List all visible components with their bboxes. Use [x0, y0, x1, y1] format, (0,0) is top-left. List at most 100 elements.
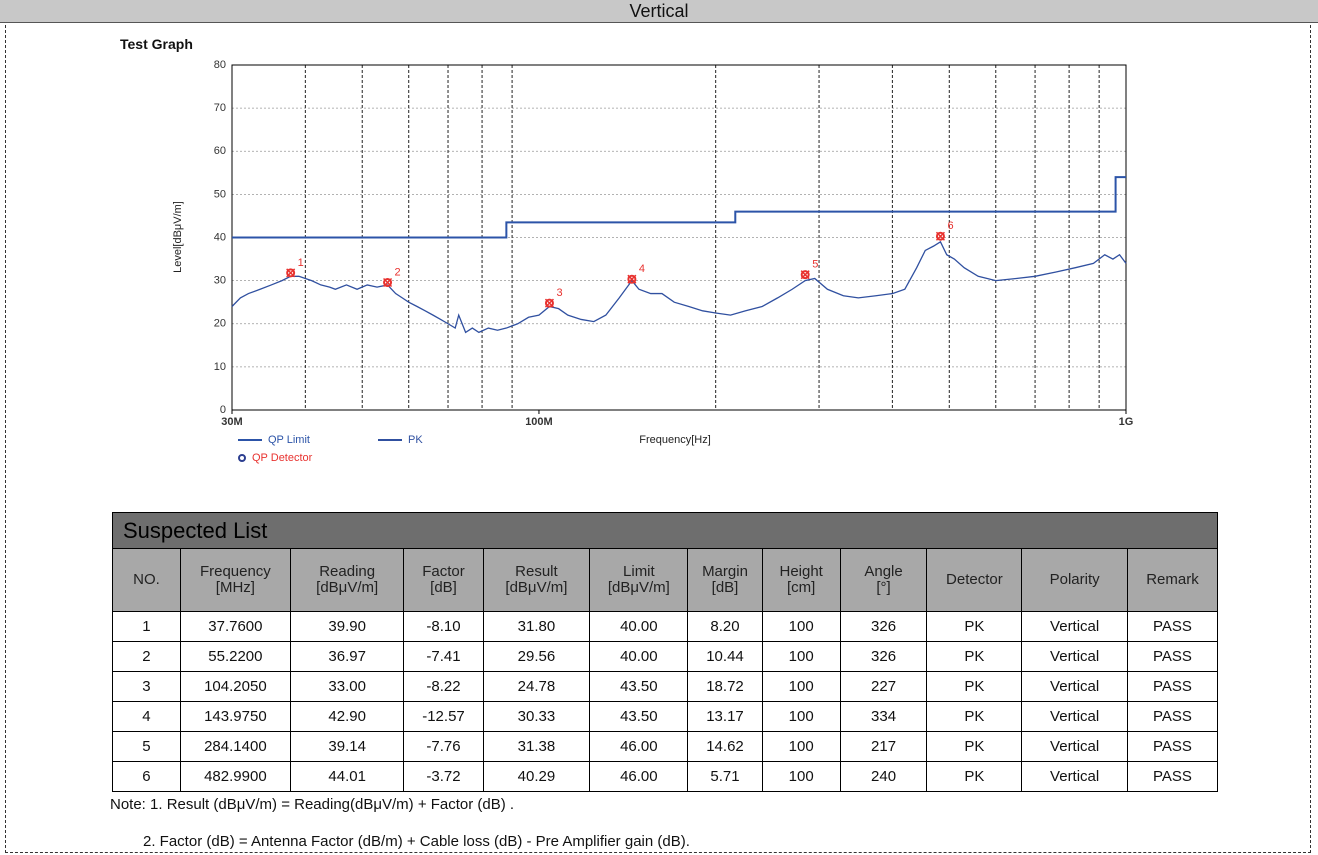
- table-cell: PK: [926, 761, 1023, 792]
- column-header: Margin [dB]: [687, 548, 763, 612]
- table-cell: -3.72: [403, 761, 484, 792]
- table-cell: 39.90: [289, 611, 405, 642]
- marker-cross: [627, 274, 637, 284]
- header-line: Angle: [864, 563, 903, 580]
- table-cell: 40.29: [482, 761, 591, 792]
- header-title: Vertical: [0, 0, 1318, 23]
- column-header: Height [cm]: [761, 548, 841, 612]
- table-cell: Vertical: [1021, 701, 1128, 732]
- y-tick-label: 80: [214, 59, 226, 71]
- column-header: Remark: [1126, 548, 1219, 612]
- table-cell: 30.33: [482, 701, 591, 732]
- header-line: Frequency: [199, 563, 271, 580]
- table-cell: 284.1400: [179, 731, 291, 762]
- table-cell: 104.2050: [179, 671, 291, 702]
- header-line: [dB]: [430, 579, 457, 596]
- table-cell: 43.50: [589, 671, 689, 702]
- table-cell: 326: [839, 611, 928, 642]
- marker-dot: [286, 268, 296, 278]
- table-cell: 18.72: [687, 671, 763, 702]
- qp-marker: [544, 298, 554, 308]
- column-header: Detector: [926, 548, 1023, 612]
- table-cell: 13.17: [687, 701, 763, 732]
- table-cell: PK: [926, 671, 1023, 702]
- marker-dot: [935, 231, 945, 241]
- table-cell: 55.2200: [179, 641, 291, 672]
- x-tick-label: 100M: [525, 416, 553, 428]
- header-line: [dBμV/m]: [607, 579, 670, 596]
- table-cell: 227: [839, 671, 928, 702]
- y-tick-label: 70: [214, 102, 226, 114]
- table-cell: 100: [761, 731, 841, 762]
- qp-marker: [627, 274, 637, 284]
- x-tick-label: 30M: [221, 416, 242, 428]
- note: 2. Factor (dB) = Antenna Factor (dB/m) +…: [143, 833, 690, 850]
- table-cell: 100: [761, 611, 841, 642]
- qp-marker: [935, 231, 945, 241]
- table-cell: 8.20: [687, 611, 763, 642]
- column-header: NO.: [112, 548, 181, 612]
- legend-label: QP Limit: [268, 434, 310, 446]
- table-row: 5 284.1400 39.14 -7.76 31.38 46.00 14.62 100 217…: [112, 731, 1219, 762]
- table-cell: 5: [112, 731, 181, 762]
- marker-label: 1: [298, 257, 304, 269]
- marker-cross: [286, 268, 296, 278]
- y-tick-label: 60: [214, 145, 226, 157]
- x-axis-label: Frequency[Hz]: [639, 434, 711, 446]
- marker-cross: [935, 231, 945, 241]
- header-line: Reading: [319, 563, 376, 580]
- column-header: Reading [dBμV/m]: [289, 548, 405, 612]
- table-cell: 100: [761, 761, 841, 792]
- column-header: Angle [°]: [839, 548, 928, 612]
- marker-label: 3: [556, 287, 562, 299]
- table-row: 1 37.7600 39.90 -8.10 31.80 40.00 8.20 100 326 PK…: [112, 611, 1219, 642]
- table-cell: 482.9900: [179, 761, 291, 792]
- table-cell: -7.76: [403, 731, 484, 762]
- table-cell: PASS: [1126, 731, 1219, 762]
- header-line: Height: [779, 563, 823, 580]
- header-line: [dBμV/m]: [316, 579, 379, 596]
- legend-label: PK: [408, 434, 423, 446]
- header-line: [°]: [876, 579, 891, 596]
- column-header: Frequency [MHz]: [179, 548, 291, 612]
- y-tick-label: 20: [214, 318, 226, 330]
- marker-label: 4: [639, 263, 645, 275]
- table-cell: -12.57: [403, 701, 484, 732]
- qp-marker: [286, 268, 296, 278]
- table-cell: 5.71: [687, 761, 763, 792]
- table-cell: 39.14: [289, 731, 405, 762]
- header-line: [MHz]: [215, 579, 255, 596]
- y-tick-label: 0: [220, 404, 226, 416]
- table-cell: PASS: [1126, 761, 1219, 792]
- header-line: Remark: [1146, 571, 1199, 588]
- table-cell: 29.56: [482, 641, 591, 672]
- marker-label: 6: [947, 220, 953, 232]
- marker-dot: [627, 274, 637, 284]
- table-cell: 43.50: [589, 701, 689, 732]
- qp-marker: [800, 270, 810, 280]
- table-cell: -7.41: [403, 641, 484, 672]
- column-header: Factor [dB]: [403, 548, 484, 612]
- table-cell: PASS: [1126, 611, 1219, 642]
- table-cell: PK: [926, 731, 1023, 762]
- marker-dot: [383, 278, 393, 288]
- table-cell: 33.00: [289, 671, 405, 702]
- table-cell: 326: [839, 641, 928, 672]
- table-cell: -8.10: [403, 611, 484, 642]
- table-cell: 46.00: [589, 761, 689, 792]
- header-line: Detector: [946, 571, 1003, 588]
- table-cell: 10.44: [687, 641, 763, 672]
- table-cell: PASS: [1126, 671, 1219, 702]
- table-row: 6 482.9900 44.01 -3.72 40.29 46.00 5.71 100 240 P…: [112, 761, 1219, 792]
- table-cell: PASS: [1126, 701, 1219, 732]
- table-cell: Vertical: [1021, 731, 1128, 762]
- table-title-row: Suspected List: [112, 512, 1218, 549]
- table-row: 4 143.9750 42.90 -12.57 30.33 43.50 13.17 100 33…: [112, 701, 1219, 732]
- table-cell: 40.00: [589, 611, 689, 642]
- header-line: Result: [515, 563, 558, 580]
- header-line: [dBμV/m]: [505, 579, 568, 596]
- header-line: [cm]: [786, 579, 816, 596]
- table-cell: 6: [112, 761, 181, 792]
- table-cell: 24.78: [482, 671, 591, 702]
- marker-label: 5: [812, 259, 818, 271]
